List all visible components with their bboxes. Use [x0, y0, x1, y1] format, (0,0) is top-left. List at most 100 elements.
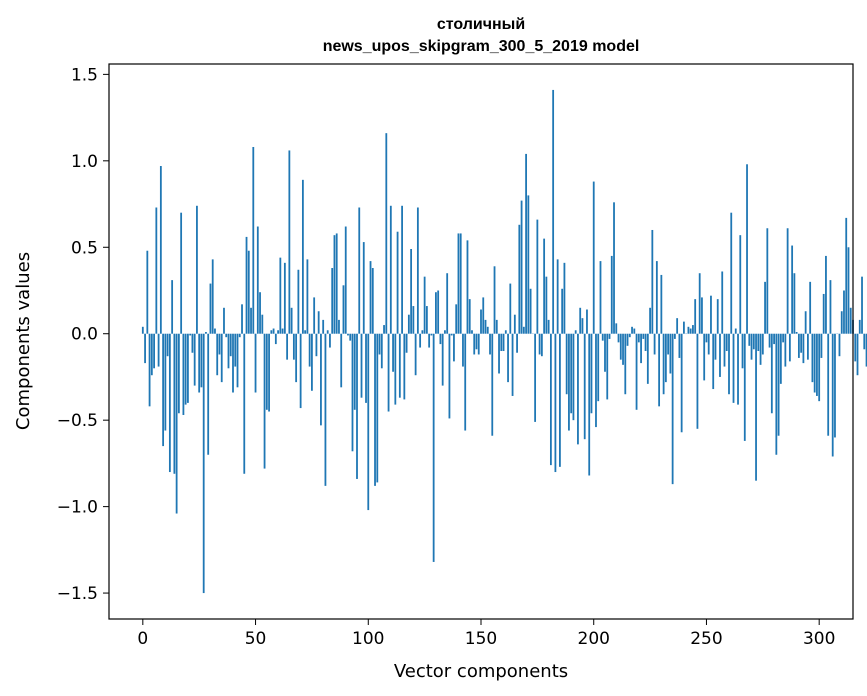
- bar: [840, 311, 843, 334]
- bar: [707, 333, 710, 355]
- bar: [214, 328, 216, 334]
- bar: [737, 333, 739, 405]
- bar: [687, 326, 690, 334]
- bar: [340, 333, 343, 388]
- bar: [637, 333, 640, 343]
- bar: [807, 333, 809, 360]
- bar: [315, 333, 318, 357]
- bar: [250, 307, 252, 334]
- bar: [225, 333, 228, 338]
- bar: [146, 250, 149, 334]
- bar: [412, 306, 415, 334]
- bar: [338, 319, 340, 334]
- bar: [660, 274, 663, 334]
- bar: [719, 333, 721, 377]
- bar: [184, 333, 187, 405]
- bar: [155, 207, 158, 334]
- bar: [252, 146, 255, 334]
- bar: [473, 333, 476, 355]
- bar: [168, 333, 171, 473]
- bar: [583, 333, 586, 440]
- bar: [380, 333, 383, 369]
- bar: [770, 333, 773, 414]
- bar: [205, 331, 207, 334]
- bar: [495, 319, 498, 334]
- bar: [245, 236, 248, 334]
- bar: [265, 333, 268, 410]
- bar: [525, 153, 527, 334]
- bar: [439, 333, 442, 345]
- bar: [811, 333, 814, 383]
- bar: [196, 205, 198, 334]
- bar: [865, 333, 867, 367]
- bar: [353, 333, 356, 410]
- bar: [779, 333, 782, 384]
- bar: [671, 333, 674, 485]
- bar: [795, 331, 798, 334]
- bar: [761, 333, 764, 355]
- bar: [198, 333, 201, 393]
- bar: [750, 333, 753, 360]
- bar: [356, 333, 358, 479]
- bar: [279, 257, 282, 334]
- bar: [286, 333, 289, 360]
- bar: [419, 333, 422, 348]
- bar: [664, 333, 667, 383]
- y-tick-label: 0.5: [71, 238, 98, 258]
- bar: [272, 328, 275, 334]
- bar: [335, 233, 338, 334]
- bar: [385, 133, 388, 334]
- bar: [157, 333, 160, 367]
- bar: [768, 333, 771, 348]
- bar: [854, 333, 857, 362]
- bar: [766, 228, 769, 334]
- bar: [407, 314, 410, 334]
- bar: [624, 333, 627, 395]
- bar: [227, 333, 230, 369]
- bar: [680, 333, 683, 433]
- bar: [746, 164, 748, 334]
- bar: [378, 333, 381, 355]
- bar: [858, 319, 861, 334]
- bar: [432, 333, 435, 562]
- bar: [683, 321, 685, 334]
- bar: [831, 333, 834, 457]
- bar: [423, 276, 426, 334]
- bar: [259, 292, 261, 334]
- bar: [187, 333, 189, 403]
- bar: [725, 333, 728, 352]
- bar: [159, 166, 162, 334]
- bar: [570, 333, 573, 414]
- x-axis-label: Vector components: [394, 661, 568, 682]
- bar: [845, 217, 848, 334]
- bar: [793, 273, 796, 334]
- bar: [421, 330, 424, 334]
- bar: [714, 333, 717, 360]
- bar: [734, 328, 737, 334]
- bar: [171, 280, 174, 334]
- bar: [655, 261, 658, 334]
- bar: [297, 269, 300, 334]
- y-axis: −1.5 −1.0 −0.5 0.0 0.5 1.0 1.5: [57, 65, 109, 604]
- bar: [459, 233, 462, 334]
- bar: [173, 333, 176, 474]
- bar: [773, 333, 775, 345]
- bar: [721, 271, 724, 334]
- bar: [392, 333, 394, 372]
- bar: [818, 333, 821, 402]
- bar: [579, 307, 582, 334]
- bar: [455, 304, 458, 334]
- bar: [640, 333, 642, 364]
- bar: [425, 306, 428, 334]
- bar: [651, 229, 654, 334]
- bar: [437, 290, 440, 334]
- bar: [755, 333, 757, 481]
- bar: [387, 333, 390, 412]
- bar: [191, 333, 194, 353]
- bar: [631, 326, 633, 334]
- bar: [326, 330, 329, 334]
- bar: [834, 333, 836, 438]
- bar: [299, 333, 302, 409]
- bar: [827, 333, 830, 436]
- x-tick-label: 200: [578, 629, 610, 649]
